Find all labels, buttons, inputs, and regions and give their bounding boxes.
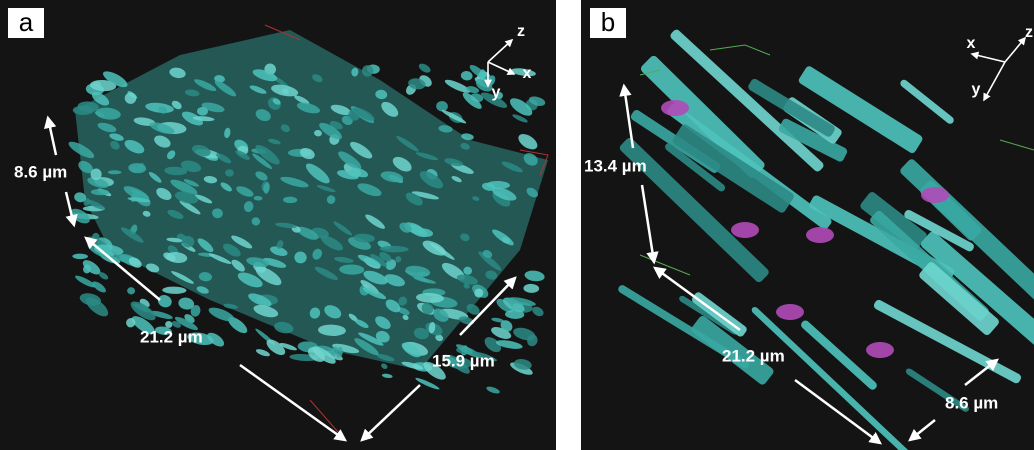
axis-label: x [967, 35, 976, 52]
axis-label: z [517, 23, 525, 40]
dimension-label: 21.2 µm [140, 327, 203, 346]
texture [776, 304, 804, 320]
texture [866, 342, 894, 358]
texture [731, 222, 759, 238]
dimension-label: 8.6 µm [14, 162, 67, 181]
texture [479, 69, 486, 80]
axis-label: y [972, 81, 981, 98]
axis-label: z [1025, 24, 1033, 41]
panel-label: b [601, 7, 615, 37]
texture [806, 227, 834, 243]
dimension-label: 21.2 µm [722, 346, 785, 365]
texture [921, 187, 949, 203]
texture [661, 100, 689, 116]
dimension-label: 15.9 µm [432, 351, 495, 370]
panel-label: a [19, 7, 34, 37]
dimension-label: 8.6 µm [945, 393, 998, 412]
axis-label: x [523, 65, 532, 82]
axis-label: y [492, 84, 501, 101]
figure: a b z x y z x y 8.6 µm 21.2 µm 15.9 µm 1… [0, 0, 1034, 450]
dimension-label: 13.4 µm [584, 156, 647, 175]
